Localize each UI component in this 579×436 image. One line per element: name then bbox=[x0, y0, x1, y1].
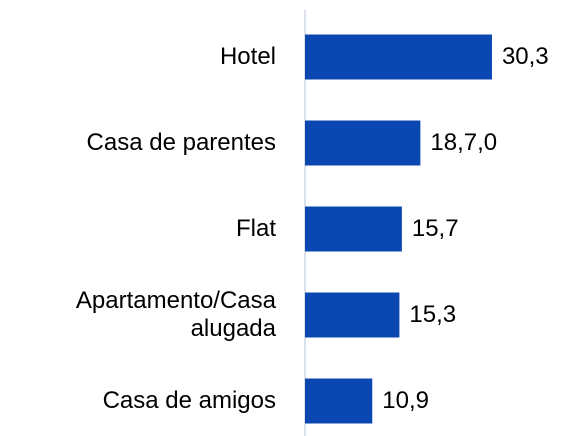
category-label: Apartamento/Casa alugada bbox=[75, 287, 276, 342]
category-label: Casa de parentes bbox=[86, 129, 276, 156]
bar bbox=[305, 292, 400, 338]
category-label: Flat bbox=[235, 215, 276, 242]
value-label: 15,7 bbox=[411, 215, 459, 242]
category-label: Hotel bbox=[219, 43, 276, 70]
value-label: 10,9 bbox=[382, 387, 429, 414]
value-label: 30,3 bbox=[501, 43, 549, 70]
category-label: Casa de amigos bbox=[102, 387, 276, 414]
bar bbox=[305, 34, 492, 80]
bar bbox=[305, 206, 402, 252]
value-label: 18,7,0 bbox=[430, 129, 498, 156]
bar bbox=[305, 120, 421, 166]
value-label: 15,3 bbox=[409, 301, 457, 328]
bar bbox=[305, 378, 373, 424]
